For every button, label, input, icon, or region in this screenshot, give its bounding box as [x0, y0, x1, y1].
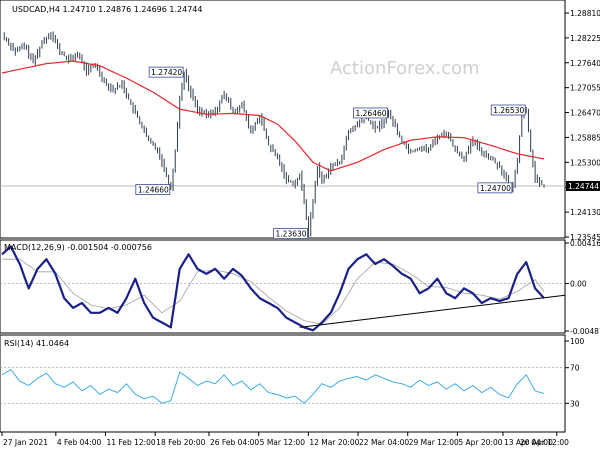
annotation-label: 1.27420 — [151, 68, 182, 77]
x-tick-label: 20 Apr 12:00 — [520, 438, 569, 447]
annotation-box — [490, 104, 526, 116]
x-tick-label: 29 Mar 12:00 — [409, 438, 459, 447]
price-tick-label: 1.27640 — [570, 59, 600, 68]
price-tick-label: 1.26470 — [570, 109, 600, 118]
x-tick-label: 26 Feb 04:00 — [210, 438, 259, 447]
rsi-line — [1, 369, 545, 404]
x-tick-label: 11 Feb 12:00 — [107, 438, 156, 447]
x-tick-label: 5 Apr 20:00 — [458, 438, 502, 447]
price-tick-label: 1.25885 — [570, 133, 600, 142]
macd-tick-label: 0.00416 — [570, 239, 600, 248]
current-price-box — [566, 180, 600, 191]
annotation-box — [135, 184, 171, 195]
macd-tick-label: 0.00 — [570, 280, 587, 289]
rsi-panel-frame — [0, 334, 566, 433]
rsi-tick-label: 100 — [570, 337, 585, 346]
rsi-tick-label: 30 — [570, 399, 580, 408]
x-tick-label: 4 Feb 04:00 — [57, 438, 102, 447]
macd-trendline — [299, 294, 566, 328]
price-tick-label: 1.24130 — [570, 208, 600, 217]
annotation-label: 1.24660 — [138, 186, 169, 195]
current-price-label: 1.24744 — [568, 182, 599, 191]
annotation-box — [353, 107, 388, 119]
x-tick-label: 5 Mar 12:00 — [260, 438, 306, 447]
annotation-label: 1.26530 — [493, 106, 524, 115]
price-tick-label: 1.27055 — [570, 84, 600, 93]
x-tick-label: 22 Mar 04:00 — [359, 438, 409, 447]
macd-signal-line — [2, 258, 545, 325]
watermark: ActionForex.com — [330, 58, 480, 79]
annotation-label: 1.24700 — [480, 184, 511, 193]
rsi-title: RSI(14) 41.0464 — [4, 339, 69, 348]
price-tick-label: 1.28810 — [570, 9, 600, 18]
price-tick-label: 1.23545 — [570, 233, 600, 242]
annotation-box — [148, 66, 184, 78]
rsi-tick-label: 70 — [570, 364, 580, 373]
x-tick-label: 13 Apr 04:00 — [504, 438, 553, 447]
macd-title: MACD(12,26,9) -0.001504 -0.000756 — [4, 243, 152, 252]
x-tick-label: 27 Jan 2021 — [3, 438, 48, 447]
x-tick-label: 12 Mar 20:00 — [309, 438, 359, 447]
price-panel-frame — [0, 0, 566, 239]
price-tick-label: 1.28225 — [570, 34, 600, 43]
price-chart-title: USDCAD,H4 1.24710 1.24876 1.24696 1.2474… — [12, 5, 202, 14]
price-tick-label: 1.25300 — [570, 158, 600, 167]
x-tick-label: 18 Feb 20:00 — [156, 438, 205, 447]
macd-panel-frame — [0, 239, 566, 334]
macd-line — [1, 245, 545, 332]
annotation-label: 1.26460 — [356, 109, 387, 118]
moving-average-line — [1, 60, 545, 172]
macd-tick-label: -0.004871 — [570, 327, 600, 336]
annotation-box — [273, 227, 308, 239]
annotation-box — [477, 182, 513, 194]
annotation-label: 1.23630 — [276, 229, 307, 238]
